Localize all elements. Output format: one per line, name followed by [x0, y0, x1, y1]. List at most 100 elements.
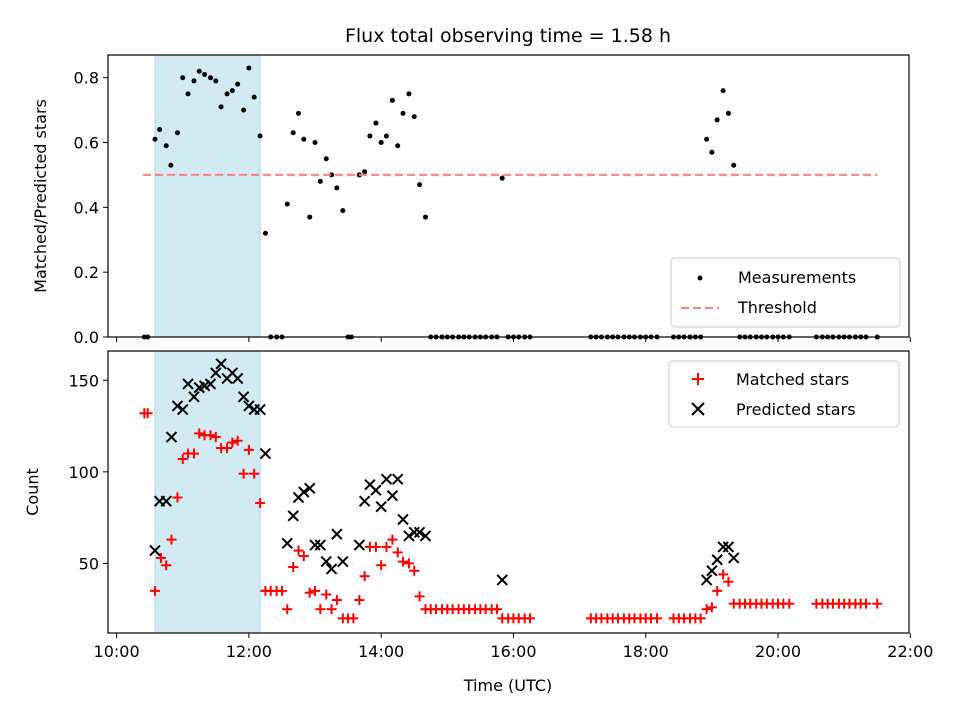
measurement-point	[202, 71, 208, 77]
measurement-point	[157, 127, 163, 133]
measurement-point	[174, 130, 180, 136]
measurement-point	[704, 136, 710, 142]
predicted-point	[243, 400, 255, 412]
matched-point	[288, 562, 299, 573]
matched-point	[293, 545, 304, 556]
matched-point	[161, 560, 172, 571]
predicted-point	[358, 495, 371, 507]
measurement-point	[378, 140, 384, 146]
top-panel: 0.0 0.2 0.4 0.6 0.8	[74, 54, 911, 347]
matched-point	[142, 408, 153, 419]
bottom-y-tick-label: 150	[68, 371, 99, 390]
predicted-point	[337, 555, 349, 568]
predicted-point	[717, 541, 729, 553]
matched-point	[376, 560, 387, 571]
measurement-point	[389, 97, 395, 103]
matched-point	[326, 604, 337, 615]
matched-point	[222, 443, 233, 454]
measurement-point	[731, 162, 737, 168]
top-y-tick-label: 0.8	[74, 69, 99, 88]
legend-matched-marker	[692, 373, 704, 385]
predicted-point	[380, 473, 393, 485]
matched-point	[524, 613, 535, 624]
predicted-point	[210, 367, 222, 379]
top-y-axis-label: Matched/Predicted stars	[31, 99, 50, 293]
legend-measurements-marker	[697, 275, 703, 281]
matched-point	[872, 598, 883, 609]
matched-point	[491, 604, 502, 615]
predicted-point	[419, 530, 432, 542]
matched-point	[354, 595, 365, 606]
measurement-point	[295, 110, 301, 116]
matched-point	[718, 569, 729, 580]
matched-point	[403, 558, 414, 569]
measurement-point	[406, 91, 412, 97]
matched-point	[331, 595, 342, 606]
matched-point	[348, 613, 359, 624]
matched-point	[210, 432, 221, 443]
predicted-point	[188, 391, 200, 403]
predicted-point	[314, 539, 327, 551]
matched-point	[381, 541, 392, 552]
predicted-point	[320, 555, 332, 568]
top-y-tick-label: 0.2	[74, 263, 99, 282]
matched-point	[784, 598, 795, 609]
measurement-point	[241, 107, 247, 113]
predicted-point	[375, 500, 387, 513]
x-tick-label: 22:00	[887, 642, 933, 661]
measurement-point	[284, 201, 290, 207]
measurement-point	[185, 91, 191, 97]
measurement-point	[725, 110, 731, 116]
predicted-point	[298, 486, 310, 498]
predicted-point	[496, 574, 508, 586]
bottom-y-axis-label: Count	[23, 468, 42, 516]
measurement-point	[262, 230, 268, 236]
measurement-point	[334, 185, 340, 191]
legend-predicted-label: Predicted stars	[736, 400, 856, 419]
measurement-point	[383, 133, 389, 139]
matched-point	[706, 602, 717, 613]
top-legend: Measurements Threshold	[670, 257, 901, 328]
measurement-point	[196, 68, 202, 74]
predicted-point	[397, 513, 409, 526]
measurement-point	[367, 133, 373, 139]
predicted-point	[237, 391, 250, 403]
matched-point	[723, 576, 734, 587]
measurement-point	[290, 130, 296, 136]
x-tick-label: 18:00	[623, 642, 669, 661]
measurement-point	[152, 136, 158, 142]
measurement-point	[312, 140, 318, 146]
measurement-point	[163, 143, 169, 149]
predicted-point	[353, 539, 366, 551]
matched-point	[149, 585, 160, 596]
x-tick-label: 14:00	[358, 642, 404, 661]
predicted-point	[182, 378, 194, 390]
bottom-y-tick-label: 50	[79, 554, 99, 573]
matched-point	[695, 613, 706, 624]
matched-point	[282, 604, 293, 615]
matched-point	[232, 435, 243, 446]
x-axis-label: Time (UTC)	[463, 676, 552, 695]
legend-threshold-label: Threshold	[737, 298, 817, 317]
measurement-point	[340, 208, 346, 214]
matched-point	[359, 571, 370, 582]
predicted-point	[160, 495, 172, 507]
matched-point	[321, 589, 332, 600]
matched-point	[194, 428, 205, 439]
matched-point	[177, 454, 188, 465]
predicted-point	[408, 526, 420, 538]
predicted-point	[231, 372, 244, 385]
predicted-point	[309, 539, 321, 551]
measurement-point	[218, 104, 224, 110]
x-tick-label: 12:00	[226, 642, 272, 661]
x-tick-label: 20:00	[755, 642, 801, 661]
measurement-point	[362, 169, 368, 175]
measurement-point	[251, 94, 257, 100]
top-chart-title: Flux total observing time = 1.58 h	[345, 25, 671, 47]
matched-point	[651, 613, 662, 624]
measurement-point	[317, 178, 323, 184]
matched-point	[392, 547, 403, 558]
measurement-point	[168, 162, 174, 168]
legend-measurements-label: Measurements	[738, 268, 856, 287]
bottom-panel: 10:00 12:00 14:00 16:00 18:00 20:00 22:00 50 100…	[68, 350, 933, 661]
